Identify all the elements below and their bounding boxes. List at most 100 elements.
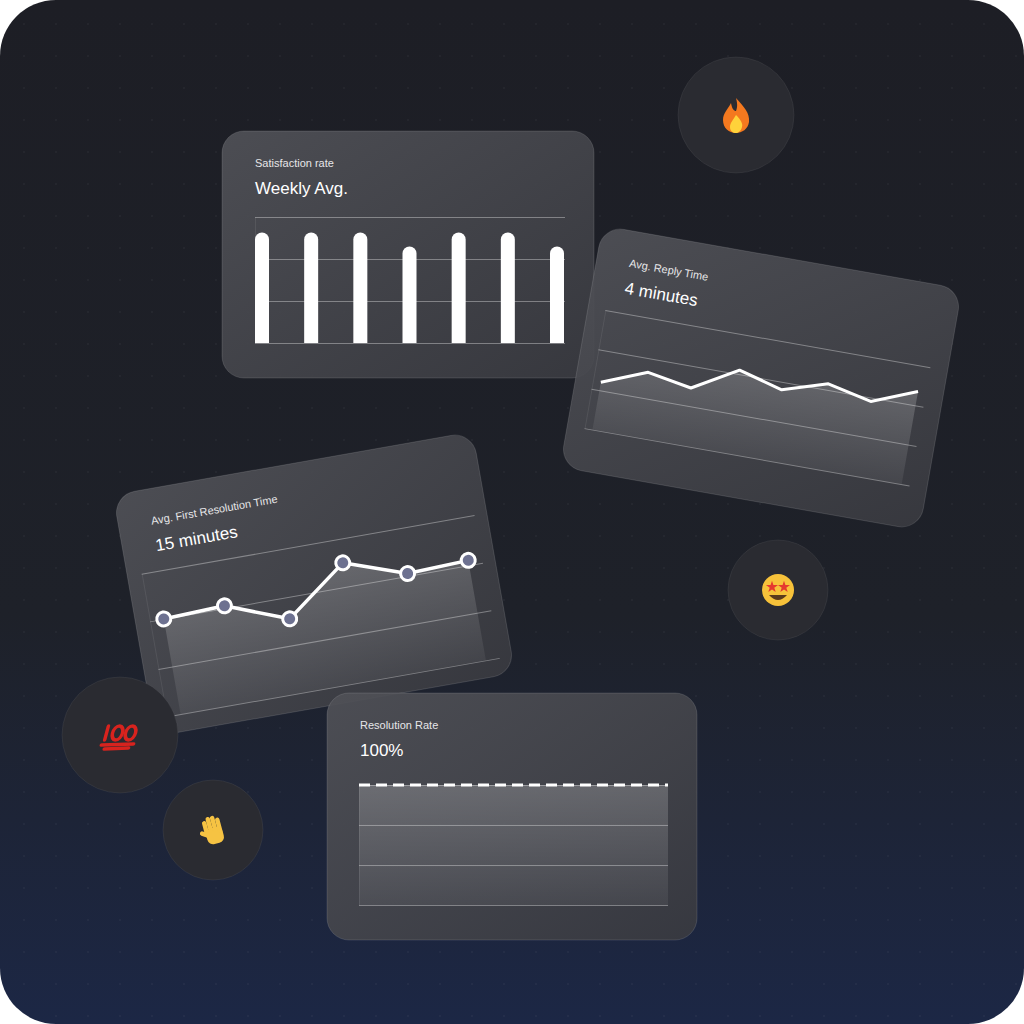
- dot: [503, 119, 505, 121]
- dot: [503, 471, 505, 473]
- dot: [55, 791, 57, 793]
- dot: [855, 887, 857, 889]
- dot: [503, 951, 505, 953]
- hundred-stroke: [104, 748, 128, 749]
- dot: [439, 119, 441, 121]
- dot: [375, 407, 377, 409]
- dot: [1015, 919, 1017, 921]
- dot: [887, 823, 889, 825]
- dot: [759, 55, 761, 57]
- dot: [183, 439, 185, 441]
- dot: [279, 55, 281, 57]
- dot: [1015, 407, 1017, 409]
- canvas: Satisfaction rateWeekly Avg.Avg. Reply T…: [0, 0, 1024, 1024]
- dot: [55, 407, 57, 409]
- dot: [439, 1015, 441, 1017]
- dot: [183, 151, 185, 153]
- dot: [759, 23, 761, 25]
- dot: [119, 663, 121, 665]
- dot: [1015, 119, 1017, 121]
- dot: [23, 407, 25, 409]
- dot: [279, 87, 281, 89]
- dot: [1015, 471, 1017, 473]
- dot: [119, 983, 121, 985]
- dot: [215, 247, 217, 249]
- dot: [535, 631, 537, 633]
- dot: [951, 823, 953, 825]
- dot: [183, 887, 185, 889]
- dot: [951, 23, 953, 25]
- dot: [663, 503, 665, 505]
- dot: [887, 855, 889, 857]
- badge-circle: [62, 677, 178, 793]
- dot: [55, 151, 57, 153]
- dot: [951, 215, 953, 217]
- dot: [311, 55, 313, 57]
- dot: [663, 951, 665, 953]
- card: Resolution Rate100%: [327, 693, 697, 940]
- dot: [215, 983, 217, 985]
- dot: [983, 503, 985, 505]
- dot: [951, 151, 953, 153]
- dot: [279, 407, 281, 409]
- dot: [119, 151, 121, 153]
- dot: [343, 439, 345, 441]
- dot: [887, 23, 889, 25]
- dot: [951, 791, 953, 793]
- dot: [791, 535, 793, 537]
- dot: [727, 23, 729, 25]
- dot: [695, 695, 697, 697]
- dot: [631, 567, 633, 569]
- dot: [759, 791, 761, 793]
- dot: [1015, 151, 1017, 153]
- dot: [151, 375, 153, 377]
- card-title: Avg. Reply Time: [628, 257, 709, 283]
- dot: [567, 87, 569, 89]
- dot: [855, 919, 857, 921]
- dot: [951, 887, 953, 889]
- dot: [823, 55, 825, 57]
- dot: [727, 183, 729, 185]
- marker: [399, 565, 415, 581]
- dot: [951, 663, 953, 665]
- dot: [855, 183, 857, 185]
- dot: [55, 343, 57, 345]
- dot: [247, 919, 249, 921]
- dot: [343, 87, 345, 89]
- dot: [151, 1015, 153, 1017]
- dot: [951, 247, 953, 249]
- dot: [983, 727, 985, 729]
- dot: [855, 823, 857, 825]
- dot: [23, 119, 25, 121]
- dot: [791, 1015, 793, 1017]
- dot: [215, 343, 217, 345]
- dot: [23, 151, 25, 153]
- dot: [727, 887, 729, 889]
- dot: [151, 919, 153, 921]
- marker: [335, 555, 351, 571]
- dot: [55, 55, 57, 57]
- dot: [55, 183, 57, 185]
- badge-circle: [163, 780, 263, 880]
- dot: [119, 215, 121, 217]
- dot: [855, 1015, 857, 1017]
- dot: [919, 567, 921, 569]
- fire-icon: [723, 98, 749, 133]
- dot: [887, 663, 889, 665]
- star-eye: [766, 581, 778, 592]
- dot: [727, 1015, 729, 1017]
- dot: [1015, 23, 1017, 25]
- dot: [471, 87, 473, 89]
- plot-area: [589, 337, 918, 488]
- dot: [215, 119, 217, 121]
- dot: [663, 183, 665, 185]
- dot: [1015, 887, 1017, 889]
- dot: [983, 567, 985, 569]
- dot: [823, 663, 825, 665]
- dot: [183, 471, 185, 473]
- line: [160, 541, 473, 640]
- bar: [501, 232, 515, 343]
- dot: [951, 439, 953, 441]
- dot: [951, 375, 953, 377]
- dot: [183, 407, 185, 409]
